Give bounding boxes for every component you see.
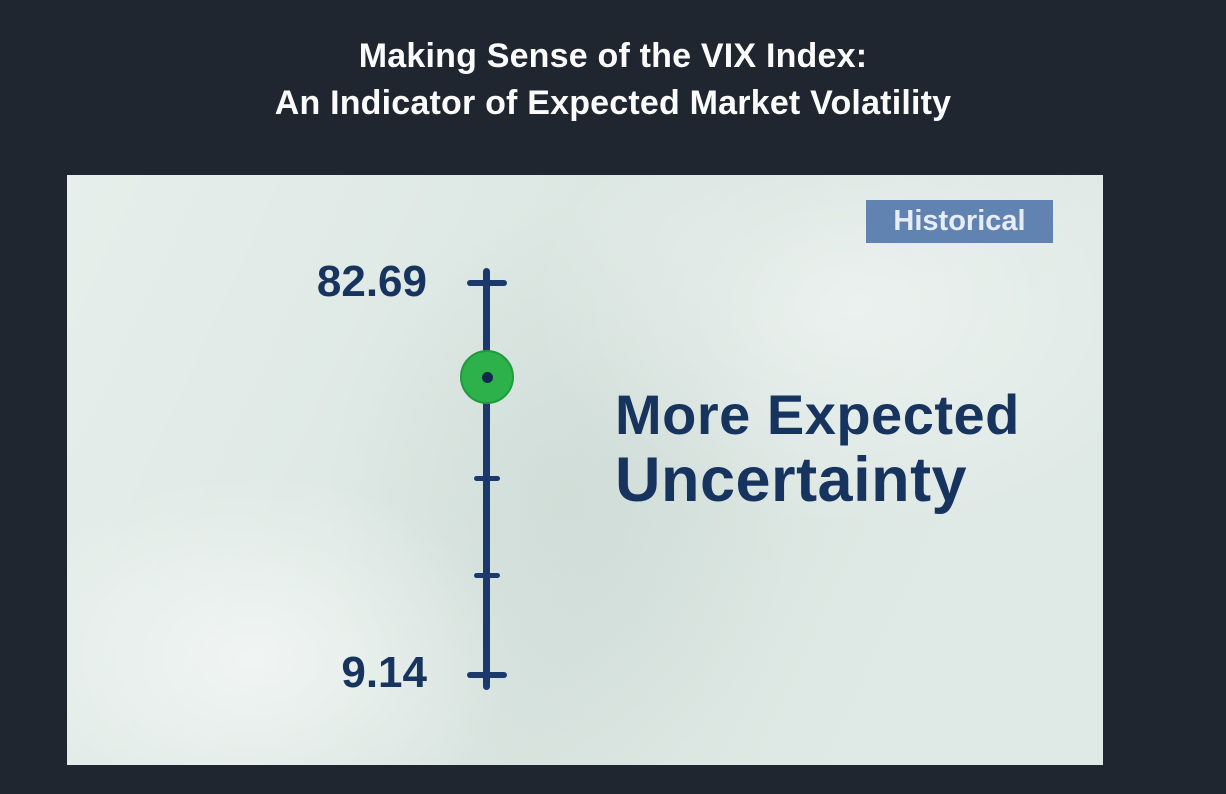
scale-max-value-label: 82.69 [316,257,427,306]
page-title-line2: An Indicator of Expected Market Volatili… [274,84,952,122]
scale-tick-middle-lower [474,573,500,578]
current-value-marker [460,350,514,404]
annotation-line1: More Expected [615,383,1020,446]
annotation-text: More Expected Uncertainty [615,387,1020,512]
annotation-line2: Uncertainty [615,445,968,515]
scale-tick-top [467,280,507,286]
scale-tick-bottom [467,672,507,678]
marker-center-dot [481,371,493,383]
scale-min-value-label: 9.14 [341,648,427,697]
historical-badge: Historical [866,200,1053,243]
page-title: Making Sense of the VIX Index: An Indica… [0,33,1226,127]
scale-tick-middle-upper [474,476,500,481]
page-title-line1: Making Sense of the VIX Index: [358,37,868,75]
vix-chart-panel: Historical 82.69 9.14 More Expected Unce… [67,175,1103,765]
